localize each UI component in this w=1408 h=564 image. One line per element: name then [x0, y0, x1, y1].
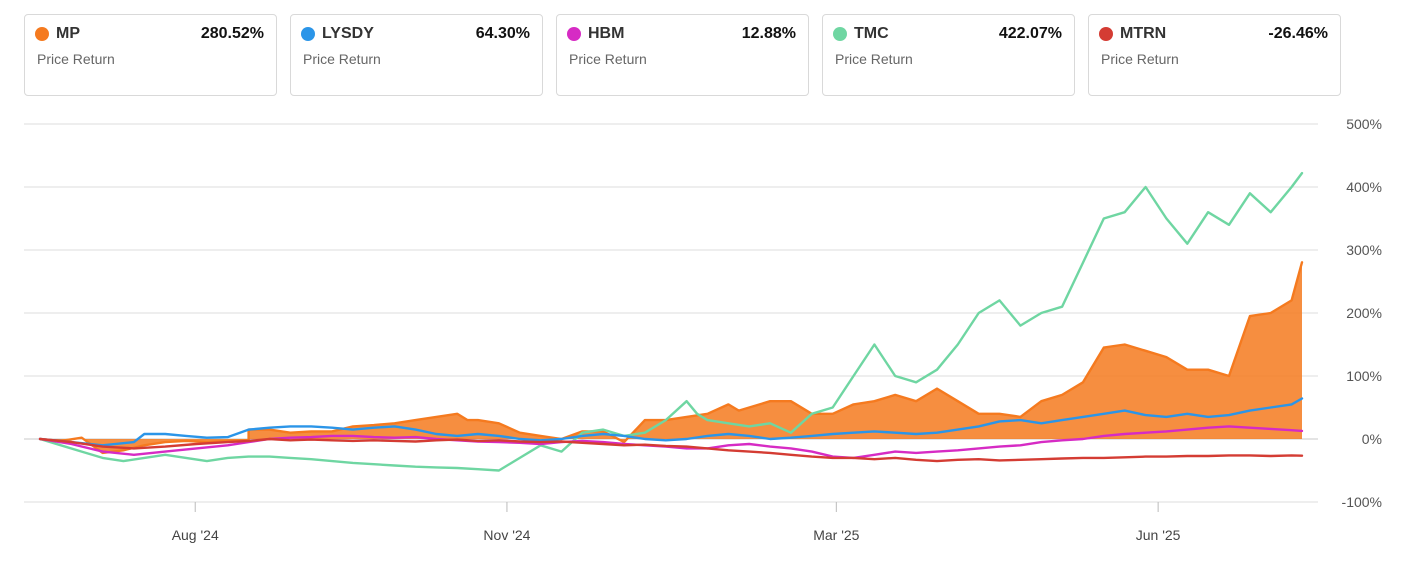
price-return-label: Price Return: [835, 51, 913, 67]
legend-cards: MP 280.52% Price Return LYSDY 64.30% Pri…: [24, 14, 1341, 96]
series-line-mtrn[interactable]: [38, 437, 1304, 463]
series-color-dot: [301, 27, 315, 41]
series-line-lysdy[interactable]: [38, 397, 1304, 447]
series-line-tmc[interactable]: [38, 171, 1304, 472]
x-tick-label: Aug '24: [172, 527, 219, 543]
ticker-label: MTRN: [1120, 25, 1167, 42]
series-color-dot: [35, 27, 49, 41]
y-tick-label: 500%: [1346, 116, 1382, 132]
legend-card-mp[interactable]: MP 280.52% Price Return: [24, 14, 277, 96]
y-tick-label: 300%: [1346, 242, 1382, 258]
legend-card-hbm[interactable]: HBM 12.88% Price Return: [556, 14, 809, 96]
price-return-value: 12.88%: [741, 25, 796, 42]
legend-card-lysdy[interactable]: LYSDY 64.30% Price Return: [290, 14, 543, 96]
price-return-value: 280.52%: [200, 25, 264, 42]
ticker-label: LYSDY: [322, 25, 374, 42]
x-tick-label: Jun '25: [1136, 527, 1181, 543]
y-tick-label: 400%: [1346, 179, 1382, 195]
y-tick-label: -100%: [1342, 494, 1382, 510]
series-area-mp: [40, 262, 1302, 453]
series-color-dot: [833, 27, 847, 41]
price-return-label: Price Return: [569, 51, 647, 67]
series-color-dot: [567, 27, 581, 41]
price-return-value: 422.07%: [998, 25, 1062, 42]
ticker-label: HBM: [588, 25, 625, 42]
price-return-label: Price Return: [1101, 51, 1179, 67]
ticker-label: TMC: [854, 25, 889, 42]
legend-card-mtrn[interactable]: MTRN -26.46% Price Return: [1088, 14, 1341, 96]
legend-card-tmc[interactable]: TMC 422.07% Price Return: [822, 14, 1075, 96]
price-return-label: Price Return: [303, 51, 381, 67]
x-tick-label: Mar '25: [813, 527, 859, 543]
price-return-label: Price Return: [37, 51, 115, 67]
series-color-dot: [1099, 27, 1113, 41]
x-tick-label: Nov '24: [483, 527, 530, 543]
price-return-value: -26.46%: [1268, 25, 1328, 42]
price-return-value: 64.30%: [475, 25, 530, 42]
ticker-label: MP: [56, 25, 80, 42]
y-tick-label: 0%: [1362, 431, 1382, 447]
y-tick-label: 100%: [1346, 368, 1382, 384]
y-tick-label: 200%: [1346, 305, 1382, 321]
